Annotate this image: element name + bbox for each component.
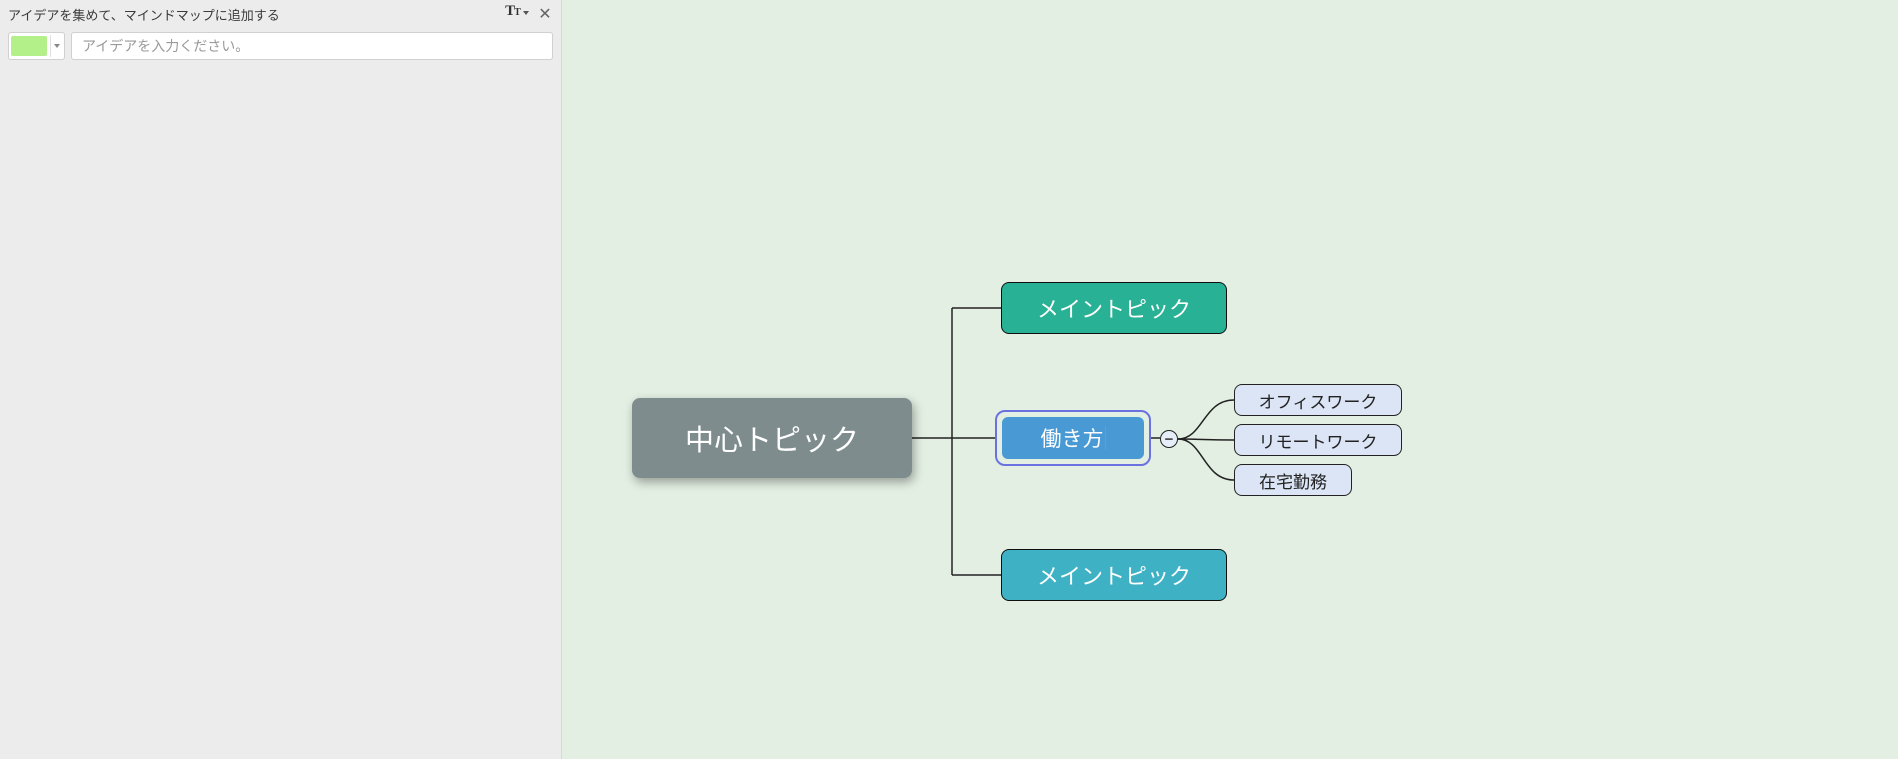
color-picker-button[interactable]: [8, 32, 65, 60]
child-topic-node[interactable]: 在宅勤務: [1234, 464, 1352, 496]
main-topic-node[interactable]: メイントピック: [1001, 549, 1227, 601]
text-format-button[interactable]: TT: [501, 4, 525, 24]
child-topic-node[interactable]: リモートワーク: [1234, 424, 1402, 456]
central-topic-node[interactable]: 中心トピック: [632, 398, 912, 478]
chevron-down-icon: [523, 11, 529, 15]
color-swatch: [11, 36, 47, 56]
mindmap-canvas[interactable]: 中心トピックメイントピックメイントピック働き方−オフィスワークリモートワーク在宅…: [562, 0, 1898, 759]
brainstorm-panel: アイデアを集めて、マインドマップに追加する TT ✕: [0, 0, 562, 759]
close-panel-button[interactable]: ✕: [535, 4, 555, 24]
panel-header: アイデアを集めて、マインドマップに追加する TT ✕: [0, 0, 561, 28]
text-cursor: [1105, 426, 1106, 450]
selected-topic-label: 働き方: [1041, 423, 1104, 453]
main-topic-node[interactable]: メイントピック: [1001, 282, 1227, 334]
idea-list-area: [0, 64, 561, 759]
selected-topic-wrapper[interactable]: 働き方: [995, 410, 1151, 466]
connector-layer: [562, 0, 1898, 759]
panel-title: アイデアを集めて、マインドマップに追加する: [8, 5, 501, 24]
color-dropdown-trigger[interactable]: [50, 35, 62, 57]
panel-input-row: [0, 28, 561, 64]
idea-input[interactable]: [71, 32, 553, 60]
collapse-button[interactable]: −: [1160, 430, 1178, 448]
chevron-down-icon: [54, 44, 60, 48]
child-topic-node[interactable]: オフィスワーク: [1234, 384, 1402, 416]
selected-topic-node[interactable]: 働き方: [1002, 417, 1144, 459]
